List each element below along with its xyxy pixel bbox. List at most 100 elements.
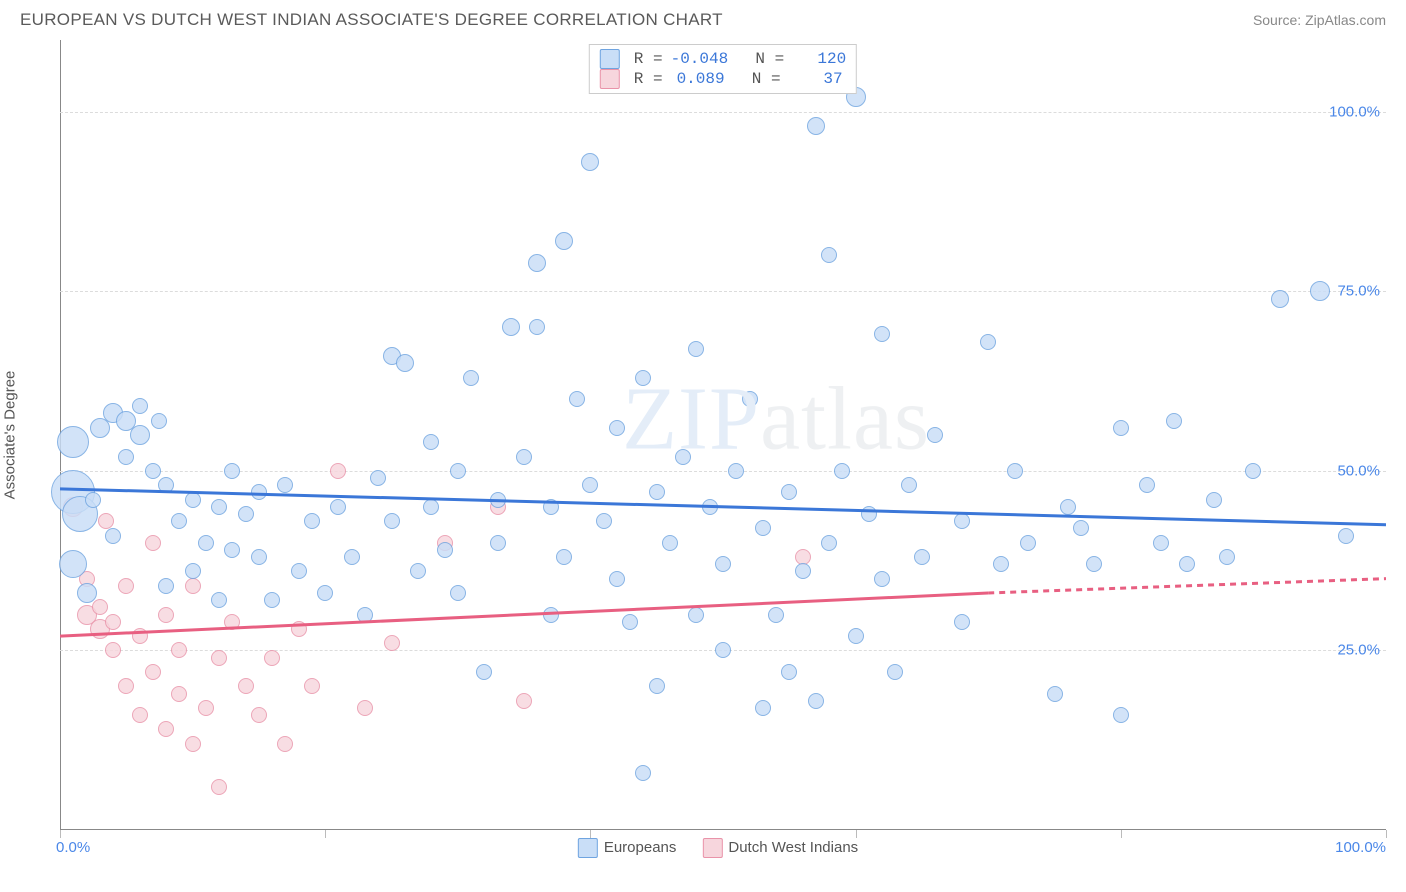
y-tick-label: 100.0% bbox=[1329, 103, 1380, 120]
data-point bbox=[238, 678, 254, 694]
data-point bbox=[874, 571, 890, 587]
data-point bbox=[130, 425, 150, 445]
data-point bbox=[688, 341, 704, 357]
data-point bbox=[145, 463, 161, 479]
data-point bbox=[224, 542, 240, 558]
square-icon bbox=[600, 49, 620, 69]
data-point bbox=[887, 664, 903, 680]
data-point bbox=[688, 607, 704, 623]
data-point bbox=[118, 578, 134, 594]
data-point bbox=[211, 592, 227, 608]
data-point bbox=[914, 549, 930, 565]
data-point bbox=[1060, 499, 1076, 515]
data-point bbox=[423, 434, 439, 450]
data-point bbox=[1007, 463, 1023, 479]
data-point bbox=[1206, 492, 1222, 508]
x-tick bbox=[1121, 830, 1122, 838]
data-point bbox=[132, 707, 148, 723]
x-tick bbox=[1386, 830, 1387, 838]
data-point bbox=[821, 535, 837, 551]
data-point bbox=[781, 484, 797, 500]
x-tick bbox=[856, 830, 857, 838]
data-point bbox=[185, 563, 201, 579]
data-point bbox=[57, 426, 89, 458]
data-point bbox=[1153, 535, 1169, 551]
data-point bbox=[543, 607, 559, 623]
data-point bbox=[742, 391, 758, 407]
data-point bbox=[715, 642, 731, 658]
square-icon bbox=[600, 69, 620, 89]
data-point bbox=[874, 326, 890, 342]
data-point bbox=[490, 535, 506, 551]
data-point bbox=[423, 499, 439, 515]
y-tick-label: 50.0% bbox=[1337, 462, 1380, 479]
data-point bbox=[490, 492, 506, 508]
data-point bbox=[555, 232, 573, 250]
data-point bbox=[1113, 420, 1129, 436]
data-point bbox=[145, 664, 161, 680]
data-point bbox=[954, 513, 970, 529]
data-point bbox=[251, 484, 267, 500]
data-point bbox=[1310, 281, 1330, 301]
data-point bbox=[901, 477, 917, 493]
data-point bbox=[330, 463, 346, 479]
data-point bbox=[649, 484, 665, 500]
data-point bbox=[291, 621, 307, 637]
x-tick bbox=[325, 830, 326, 838]
data-point bbox=[807, 117, 825, 135]
gridline bbox=[60, 112, 1386, 113]
data-point bbox=[635, 370, 651, 386]
plot-area: ZIPatlas R = -0.048 N = 120 R = 0.089 N … bbox=[60, 40, 1386, 830]
data-point bbox=[1245, 463, 1261, 479]
data-point bbox=[1271, 290, 1289, 308]
data-point bbox=[132, 628, 148, 644]
gridline bbox=[60, 291, 1386, 292]
data-point bbox=[118, 449, 134, 465]
data-point bbox=[185, 736, 201, 752]
data-point bbox=[581, 153, 599, 171]
data-point bbox=[224, 614, 240, 630]
data-point bbox=[795, 563, 811, 579]
data-point bbox=[238, 506, 254, 522]
y-axis-label: Associate's Degree bbox=[2, 371, 19, 500]
data-point bbox=[211, 779, 227, 795]
data-point bbox=[609, 420, 625, 436]
data-point bbox=[662, 535, 678, 551]
data-point bbox=[185, 492, 201, 508]
data-point bbox=[1073, 520, 1089, 536]
data-point bbox=[596, 513, 612, 529]
data-point bbox=[158, 578, 174, 594]
data-point bbox=[543, 499, 559, 515]
y-tick-label: 25.0% bbox=[1337, 642, 1380, 659]
data-point bbox=[171, 686, 187, 702]
x-axis-line bbox=[60, 829, 1386, 830]
data-point bbox=[77, 583, 97, 603]
data-point bbox=[516, 693, 532, 709]
data-point bbox=[198, 700, 214, 716]
data-point bbox=[158, 477, 174, 493]
data-point bbox=[211, 650, 227, 666]
data-point bbox=[105, 642, 121, 658]
data-point bbox=[158, 607, 174, 623]
data-point bbox=[675, 449, 691, 465]
data-point bbox=[1139, 477, 1155, 493]
data-point bbox=[450, 463, 466, 479]
data-point bbox=[357, 700, 373, 716]
source-attribution: Source: ZipAtlas.com bbox=[1253, 12, 1386, 28]
data-point bbox=[649, 678, 665, 694]
data-point bbox=[1047, 686, 1063, 702]
data-point bbox=[357, 607, 373, 623]
data-point bbox=[105, 614, 121, 630]
watermark: ZIPatlas bbox=[622, 368, 930, 471]
data-point bbox=[158, 721, 174, 737]
data-point bbox=[118, 678, 134, 694]
data-point bbox=[437, 542, 453, 558]
data-point bbox=[808, 693, 824, 709]
data-point bbox=[105, 528, 121, 544]
chart-title: EUROPEAN VS DUTCH WEST INDIAN ASSOCIATE'… bbox=[20, 10, 723, 30]
data-point bbox=[224, 463, 240, 479]
data-point bbox=[821, 247, 837, 263]
data-point bbox=[502, 318, 520, 336]
stats-legend: R = -0.048 N = 120 R = 0.089 N = 37 bbox=[589, 44, 857, 94]
series-legend: Europeans Dutch West Indians bbox=[578, 838, 858, 858]
